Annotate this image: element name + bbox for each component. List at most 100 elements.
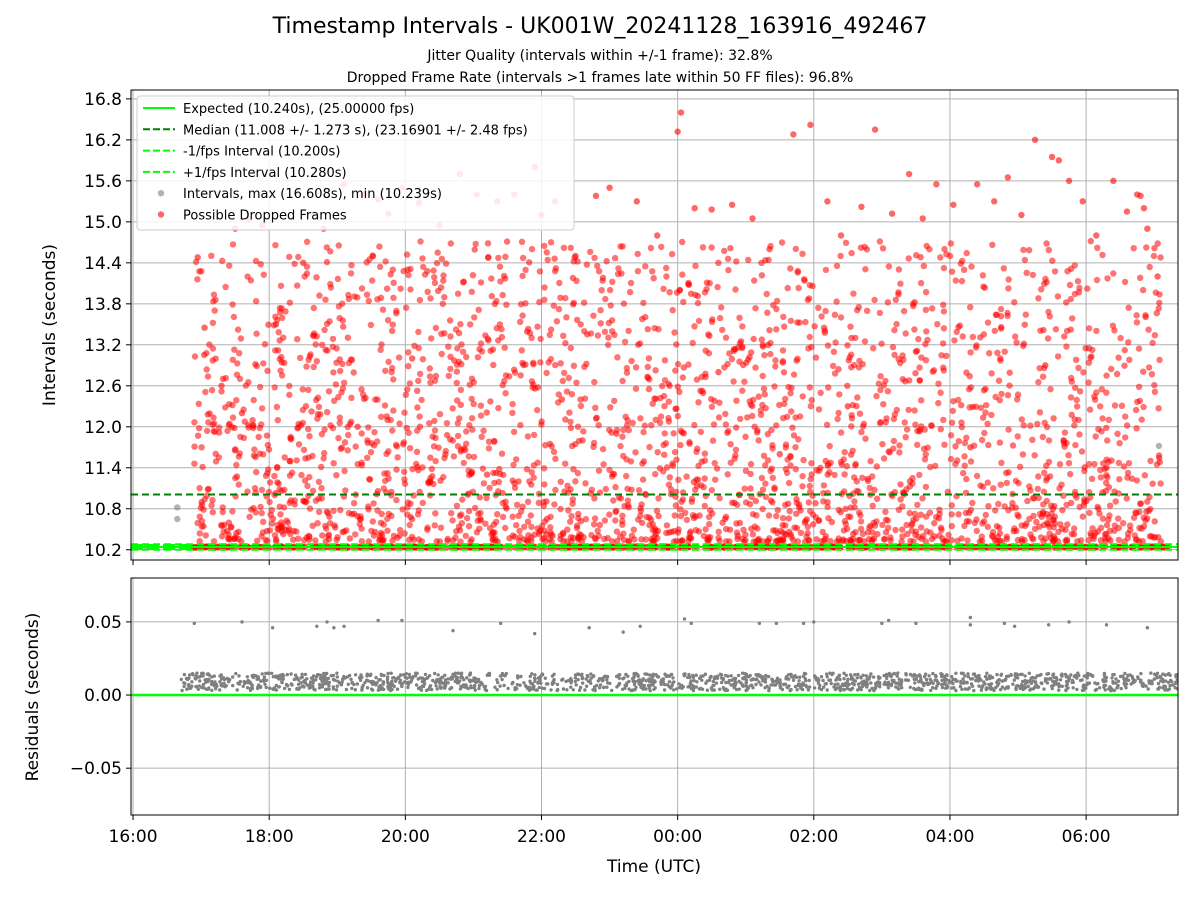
residual-point [1164, 687, 1168, 691]
dropped-frame-point [967, 458, 975, 465]
residual-point [320, 678, 324, 683]
residual-point [196, 687, 200, 691]
dropped-frame-point [430, 443, 438, 450]
dropped-frame-point [895, 291, 902, 298]
dropped-frame-point [1155, 405, 1162, 412]
dropped-frame-point [344, 447, 351, 454]
dropped-frame-point [1069, 315, 1076, 322]
dropped-frame-point [509, 477, 516, 484]
dropped-frame-point [736, 358, 743, 365]
residual-point [1027, 671, 1032, 675]
residual-point [899, 680, 904, 684]
dropped-frame-point [745, 256, 752, 264]
dropped-frame-point [1071, 488, 1079, 496]
dropped-frame-point [535, 499, 542, 506]
dropped-frame-point [739, 535, 746, 543]
dropped-frame-point [314, 415, 321, 422]
dropped-frame-point [1103, 521, 1111, 529]
dropped-frame-point [257, 261, 264, 268]
dropped-frame-point [528, 378, 536, 385]
dropped-frame-point [331, 522, 338, 529]
dropped-frame-point [940, 308, 948, 315]
dropped-frame-point [897, 280, 904, 287]
dropped-frame-point [1079, 198, 1086, 205]
dropped-frame-point [854, 307, 861, 314]
dropped-frame-point [591, 378, 598, 386]
dropped-frame-point [674, 361, 682, 368]
dropped-frame-point [769, 445, 776, 452]
residual-point [428, 684, 433, 688]
dropped-frame-point [796, 319, 803, 326]
dropped-frame-point [941, 441, 948, 448]
dropped-frame-point [848, 415, 856, 422]
residual-point [250, 683, 254, 688]
residual-point [1150, 679, 1154, 683]
dropped-frame-point [1072, 356, 1080, 363]
dropped-frame-point [1104, 474, 1111, 481]
residual-point [361, 683, 365, 687]
dropped-frame-point [831, 311, 839, 318]
dropped-frame-point [647, 244, 655, 252]
dropped-frame-point [649, 268, 656, 275]
dropped-frame-point [591, 515, 599, 522]
dropped-frame-point [785, 515, 792, 522]
dropped-frame-point [332, 381, 340, 388]
dropped-frame-point [450, 453, 458, 460]
dropped-frame-point [780, 369, 788, 376]
residual-point [506, 686, 510, 691]
dropped-frame-point [664, 464, 671, 471]
residual-point [569, 685, 573, 689]
dropped-frame-point [948, 502, 955, 509]
dropped-frame-point [665, 481, 673, 488]
dropped-frame-point [477, 340, 485, 347]
residual-point [1126, 673, 1130, 678]
dropped-frame-point [914, 441, 921, 448]
residual-point [270, 671, 274, 675]
dropped-frame-point [703, 285, 710, 293]
residual-point [513, 686, 517, 690]
dropped-frame-point [797, 507, 804, 514]
dropped-frame-point [1087, 494, 1094, 501]
dropped-frame-point [468, 395, 475, 403]
dropped-frame-point [1090, 535, 1097, 543]
dropped-frame-point [602, 485, 609, 493]
residual-point [636, 674, 640, 678]
residual-point [947, 680, 951, 685]
residual-point [190, 680, 194, 684]
dropped-frame-point [604, 534, 611, 542]
dropped-frame-point [1146, 263, 1153, 271]
dropped-frame-point [474, 354, 482, 361]
dropped-frame-point [266, 527, 274, 534]
dropped-frame-point [208, 252, 215, 259]
dropped-frame-point [1157, 254, 1164, 261]
dropped-frame-point [658, 243, 665, 251]
residual-point [456, 671, 461, 675]
residual-point [744, 681, 748, 686]
dropped-frame-point [856, 357, 863, 365]
dropped-frame-point [545, 359, 552, 366]
residual-point [300, 675, 304, 679]
dropped-frame-point [635, 487, 643, 494]
dropped-frame-point [893, 406, 900, 414]
dropped-frame-point [824, 471, 831, 478]
dropped-frame-point [915, 335, 922, 343]
dropped-frame-point [1039, 508, 1047, 516]
dropped-frame-point [1021, 321, 1028, 328]
dropped-frame-point [369, 518, 376, 525]
dropped-frame-point [431, 274, 438, 281]
dropped-frame-point [295, 420, 302, 428]
dropped-frame-point [779, 537, 786, 544]
dropped-frame-point [796, 413, 804, 420]
residual-point [699, 686, 703, 691]
residual-point [324, 679, 328, 683]
dropped-frame-point [591, 495, 598, 502]
residual-point [1000, 685, 1005, 689]
dropped-frame-point [686, 439, 693, 446]
residual-point [280, 680, 284, 685]
dropped-frame-point [1105, 416, 1113, 423]
residual-point [459, 672, 463, 677]
residual-point [709, 675, 713, 679]
dropped-frame-point [679, 496, 687, 503]
dropped-frame-point [457, 538, 464, 545]
dropped-frame-point [841, 488, 848, 495]
